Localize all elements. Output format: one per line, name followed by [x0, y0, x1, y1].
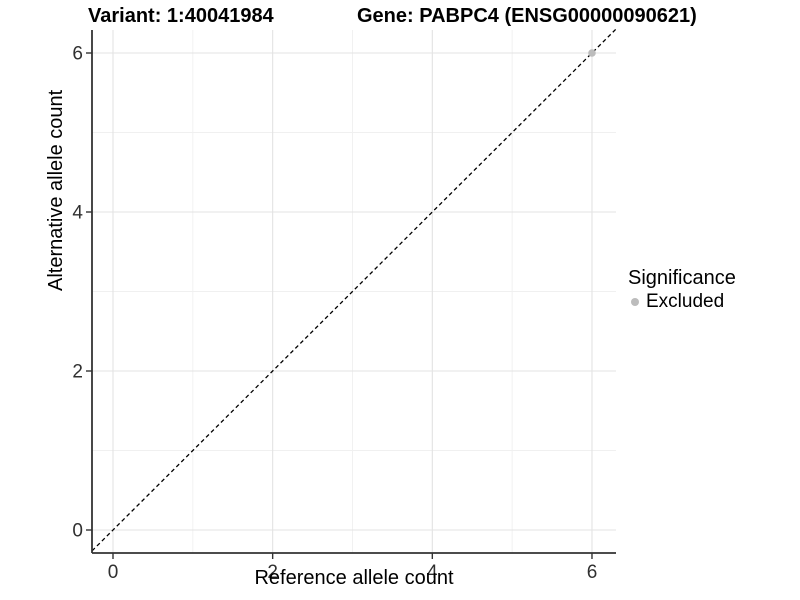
gene-title: Gene: PABPC4 (ENSG00000090621)	[357, 5, 697, 27]
x-axis-title: Reference allele count	[254, 567, 454, 589]
legend-entry-excluded: Excluded	[628, 291, 736, 313]
legend-entry-label: Excluded	[646, 291, 725, 312]
data-point	[588, 49, 596, 57]
plot-title-row: Variant: 1:40041984 Gene: PABPC4 (ENSG00…	[0, 4, 800, 30]
legend-title: Significance	[628, 267, 736, 289]
identity-line	[91, 28, 617, 552]
legend-point-icon	[631, 298, 639, 306]
legend: Significance Excluded	[628, 266, 736, 313]
variant-title: Variant: 1:40041984	[88, 5, 274, 27]
x-tick-label: 2	[267, 562, 278, 583]
y-tick-label: 0	[72, 521, 83, 542]
y-tick-label: 4	[72, 203, 83, 224]
y-tick-label: 2	[72, 362, 83, 383]
y-tick-label: 6	[72, 44, 83, 65]
x-tick-label: 6	[587, 562, 598, 583]
x-tick-label: 4	[427, 562, 438, 583]
x-tick-label: 0	[108, 562, 119, 583]
